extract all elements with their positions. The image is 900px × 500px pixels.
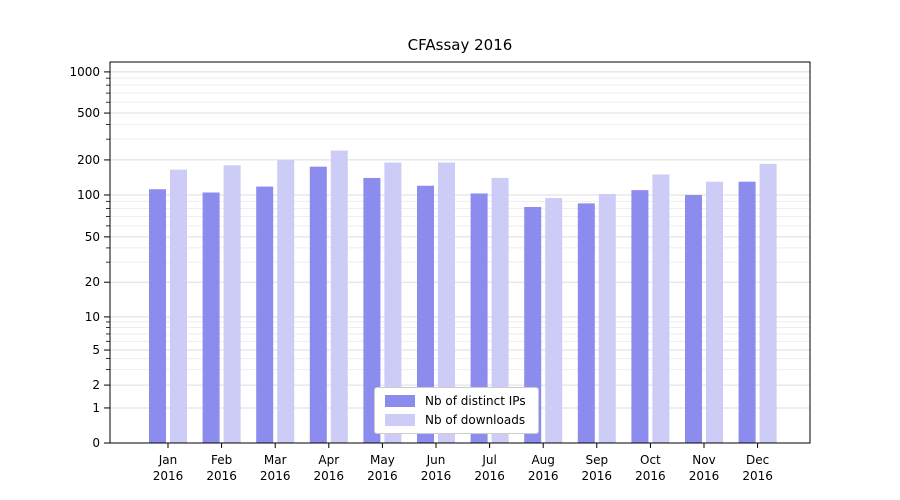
y-tick-label: 10 [85,310,100,324]
chart-title: CFAssay 2016 [407,36,513,54]
x-tick-label-month-mar: Mar [264,453,287,467]
bar-downloads-apr [330,150,348,444]
bar-distinct-ips-aug [524,206,542,443]
y-tick-label: 2 [92,378,100,392]
bar-downloads-dec [759,163,777,443]
x-tick-label-year-jan: 2016 [153,469,184,483]
x-tick-label-year-oct: 2016 [635,469,666,483]
x-tick-label-month-aug: Aug [531,453,554,467]
x-tick-label-year-dec: 2016 [742,469,773,483]
bar-distinct-ips-oct [631,190,649,443]
x-tick-label-month-nov: Nov [692,453,715,467]
y-tick-label: 500 [77,106,100,120]
bar-downloads-sep [598,193,616,443]
y-tick-label: 1000 [69,65,100,79]
bar-downloads-may [384,162,402,443]
x-tick-label-year-jun: 2016 [421,469,452,483]
axis-frame [109,61,811,444]
x-tick-label-year-sep: 2016 [582,469,613,483]
legend-item-downloads: Nb of downloads [385,413,526,427]
bar-distinct-ips-jan [149,189,166,443]
bar-downloads-jun [438,162,455,443]
x-tick-label-year-nov: 2016 [689,469,720,483]
x-tick-label-month-jan: Jan [158,453,178,467]
y-tick-label: 50 [85,230,100,244]
x-tick-label-year-jul: 2016 [474,469,505,483]
x-tick-label-year-apr: 2016 [314,469,345,483]
x-tick-label-year-may: 2016 [367,469,398,483]
x-tick-label-month-jun: Jun [426,453,446,467]
legend: Nb of distinct IPs Nb of downloads [374,387,539,434]
x-tick-label-year-mar: 2016 [260,469,291,483]
bar-downloads-oct [652,174,670,443]
x-tick-label-month-sep: Sep [585,453,608,467]
bar-downloads-aug [545,198,563,443]
legend-swatch-downloads [385,414,415,426]
x-tick-label-year-aug: 2016 [528,469,559,483]
bar-distinct-ips-jun [417,185,434,443]
bar-distinct-ips-may [363,177,381,444]
y-tick-label: 100 [77,188,100,202]
bar-distinct-ips-jul [470,193,488,443]
y-tick-label: 1 [92,401,100,415]
bar-distinct-ips-apr [309,166,327,443]
y-tick-label: 200 [77,153,100,167]
bar-downloads-nov [706,181,723,443]
bar-distinct-ips-nov [685,194,702,443]
bar-distinct-ips-mar [256,186,274,443]
x-tick-label-month-may: May [370,453,395,467]
x-tick-label-month-apr: Apr [318,453,339,467]
bar-distinct-ips-feb [202,192,220,443]
x-tick-label-month-jul: Jul [481,453,496,467]
bar-downloads-feb [223,165,241,444]
y-tick-label: 5 [92,343,100,357]
x-tick-label-month-feb: Feb [211,453,232,467]
y-tick-label: 20 [85,275,100,289]
bar-downloads-mar [277,159,295,444]
y-tick-label: 0 [92,436,100,450]
legend-label-distinct-ips: Nb of distinct IPs [425,394,526,408]
x-tick-label-month-oct: Oct [640,453,661,467]
x-tick-label-year-feb: 2016 [206,469,237,483]
bar-downloads-jan [170,169,187,443]
bar-downloads-jul [491,177,509,444]
legend-label-downloads: Nb of downloads [425,413,526,427]
bar-distinct-ips-sep [577,203,595,443]
x-tick-label-month-dec: Dec [746,453,769,467]
legend-item-distinct-ips: Nb of distinct IPs [385,394,526,408]
bar-distinct-ips-dec [738,181,756,443]
legend-swatch-distinct-ips [385,395,415,407]
